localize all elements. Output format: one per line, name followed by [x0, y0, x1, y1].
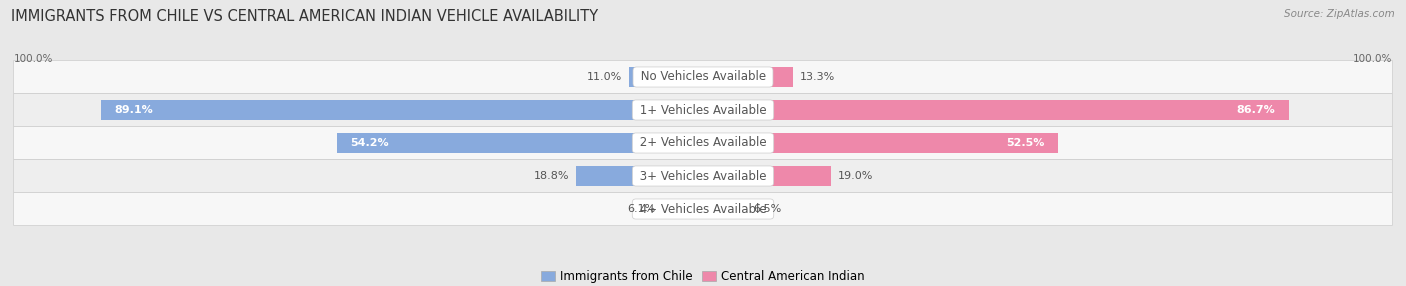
Text: 3+ Vehicles Available: 3+ Vehicles Available	[636, 170, 770, 182]
Bar	[662, 199, 703, 219]
Bar	[703, 199, 747, 219]
Text: 100.0%: 100.0%	[1353, 54, 1392, 64]
Bar	[703, 133, 1057, 153]
Text: IMMIGRANTS FROM CHILE VS CENTRAL AMERICAN INDIAN VEHICLE AVAILABILITY: IMMIGRANTS FROM CHILE VS CENTRAL AMERICA…	[11, 9, 599, 23]
Bar	[703, 100, 1289, 120]
Text: 2+ Vehicles Available: 2+ Vehicles Available	[636, 136, 770, 150]
Bar	[703, 166, 831, 186]
FancyBboxPatch shape	[14, 192, 1392, 225]
FancyBboxPatch shape	[14, 160, 1392, 192]
Text: 11.0%: 11.0%	[586, 72, 621, 82]
Text: 6.5%: 6.5%	[754, 204, 782, 214]
FancyBboxPatch shape	[14, 126, 1392, 160]
Legend: Immigrants from Chile, Central American Indian: Immigrants from Chile, Central American …	[537, 266, 869, 286]
Bar	[628, 67, 703, 87]
Text: 89.1%: 89.1%	[114, 105, 153, 115]
Text: 54.2%: 54.2%	[350, 138, 389, 148]
Text: 4+ Vehicles Available: 4+ Vehicles Available	[636, 202, 770, 215]
Text: No Vehicles Available: No Vehicles Available	[637, 71, 769, 84]
Bar	[337, 133, 703, 153]
FancyBboxPatch shape	[14, 61, 1392, 94]
Text: 13.3%: 13.3%	[800, 72, 835, 82]
Text: Source: ZipAtlas.com: Source: ZipAtlas.com	[1284, 9, 1395, 19]
Bar	[101, 100, 703, 120]
Text: 86.7%: 86.7%	[1236, 105, 1275, 115]
Text: 18.8%: 18.8%	[534, 171, 569, 181]
Text: 19.0%: 19.0%	[838, 171, 873, 181]
FancyBboxPatch shape	[14, 94, 1392, 126]
Bar	[703, 67, 793, 87]
Text: 52.5%: 52.5%	[1005, 138, 1045, 148]
Text: 1+ Vehicles Available: 1+ Vehicles Available	[636, 104, 770, 116]
Text: 100.0%: 100.0%	[14, 54, 53, 64]
Bar	[576, 166, 703, 186]
Text: 6.1%: 6.1%	[627, 204, 655, 214]
